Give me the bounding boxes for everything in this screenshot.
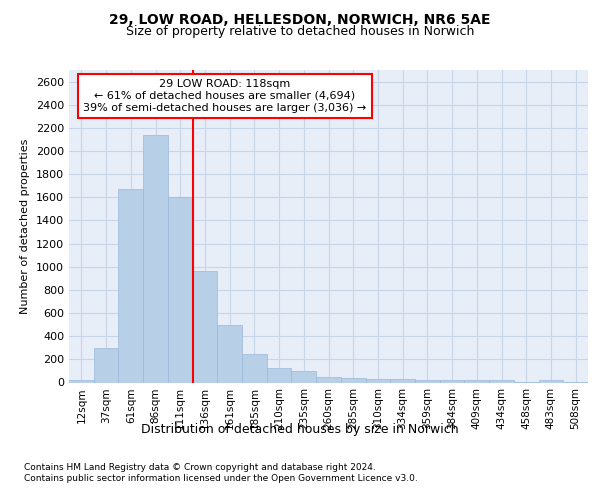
Bar	[118, 189, 143, 382]
Bar	[365, 379, 390, 382]
Bar	[489, 380, 514, 382]
Text: Distribution of detached houses by size in Norwich: Distribution of detached houses by size …	[141, 422, 459, 436]
Bar	[94, 348, 118, 382]
Text: Contains HM Land Registry data © Crown copyright and database right 2024.: Contains HM Land Registry data © Crown c…	[24, 462, 376, 471]
Bar	[168, 198, 193, 382]
Bar	[267, 368, 292, 382]
Bar	[390, 379, 415, 382]
Y-axis label: Number of detached properties: Number of detached properties	[20, 138, 31, 314]
Bar	[193, 272, 217, 382]
Bar	[316, 376, 341, 382]
Bar	[440, 380, 464, 382]
Text: Contains public sector information licensed under the Open Government Licence v3: Contains public sector information licen…	[24, 474, 418, 483]
Bar	[69, 380, 94, 382]
Bar	[341, 378, 365, 382]
Bar	[464, 380, 489, 382]
Bar	[292, 371, 316, 382]
Bar	[539, 380, 563, 382]
Bar	[242, 354, 267, 382]
Bar	[415, 380, 440, 382]
Text: 29 LOW ROAD: 118sqm
← 61% of detached houses are smaller (4,694)
39% of semi-det: 29 LOW ROAD: 118sqm ← 61% of detached ho…	[83, 80, 367, 112]
Bar	[143, 135, 168, 382]
Bar	[217, 324, 242, 382]
Text: Size of property relative to detached houses in Norwich: Size of property relative to detached ho…	[126, 25, 474, 38]
Text: 29, LOW ROAD, HELLESDON, NORWICH, NR6 5AE: 29, LOW ROAD, HELLESDON, NORWICH, NR6 5A…	[109, 12, 491, 26]
